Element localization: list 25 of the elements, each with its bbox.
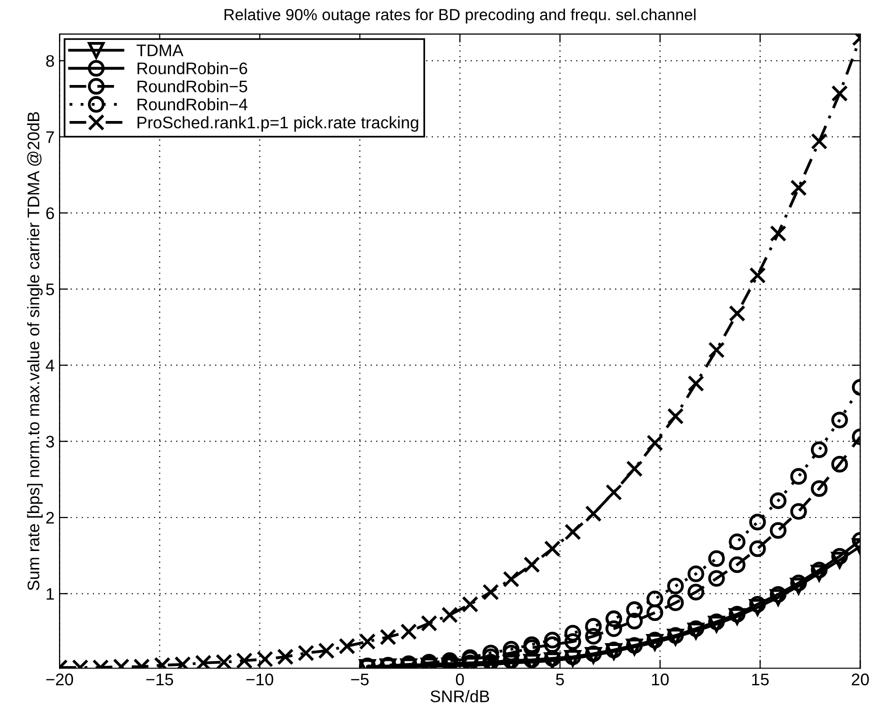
x-tick-label: 0 bbox=[456, 674, 464, 686]
y-tick-label: 7 bbox=[46, 131, 54, 143]
y-tick-label: 8 bbox=[46, 55, 54, 67]
x-tick-label: −20 bbox=[46, 674, 74, 686]
y-tick-label: 2 bbox=[46, 512, 54, 524]
legend-label: ProSched.rank1.p=1 pick.rate tracking bbox=[138, 116, 418, 132]
legend-label: RoundRobin−6 bbox=[138, 62, 248, 74]
y-tick-label: 5 bbox=[46, 284, 54, 296]
x-tick-label: −10 bbox=[246, 674, 274, 686]
y-tick-label: 4 bbox=[46, 360, 54, 372]
legend-label: TDMA bbox=[136, 44, 184, 56]
x-tick-label: 15 bbox=[752, 674, 769, 686]
x-tick-label: −5 bbox=[351, 674, 369, 686]
legend-label: RoundRobin−5 bbox=[138, 80, 248, 92]
y-axis-title: Sum rate [bps] norm.to max.value of single carrier TDMA @20dB bbox=[27, 112, 43, 590]
legend-label: RoundRobin−4 bbox=[138, 98, 248, 110]
x-tick-label: 10 bbox=[652, 674, 669, 686]
y-tick-label: 1 bbox=[46, 588, 54, 600]
y-tick-label: 6 bbox=[46, 207, 54, 220]
x-tick-label: 5 bbox=[556, 674, 564, 686]
y-tick-label: 3 bbox=[46, 436, 54, 448]
chart-title: Relative 90% outage rates for BD precoding and frequ. sel.channel bbox=[224, 8, 696, 24]
x-tick-label: −15 bbox=[146, 674, 174, 686]
x-axis-title: SNR/dB bbox=[430, 690, 490, 702]
x-tick-label: 20 bbox=[852, 674, 869, 686]
